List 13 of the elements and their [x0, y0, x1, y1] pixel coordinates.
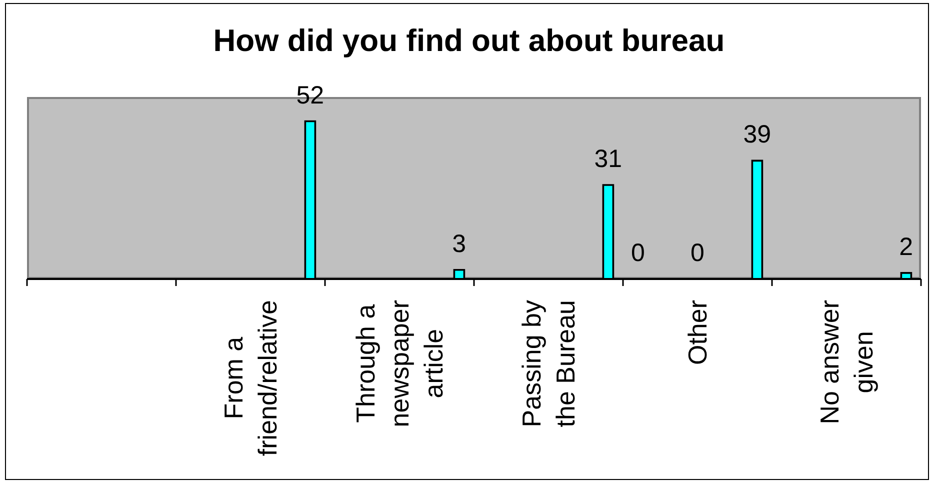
- data-label: 31: [594, 144, 622, 173]
- x-tick-label: Through a newspaper article: [350, 300, 449, 428]
- x-tick-label: From a friend/relative: [218, 300, 283, 456]
- x-tick-label: Passing by the Bureau: [516, 300, 581, 428]
- data-label: 52: [296, 81, 324, 110]
- x-tick-label: No answer given: [814, 300, 879, 424]
- data-label: 0: [690, 239, 704, 267]
- data-label: 3: [452, 230, 466, 258]
- data-label: 0: [630, 239, 645, 267]
- chart-title: How did you find out about bureau: [212, 23, 726, 58]
- data-label: 2: [899, 232, 914, 261]
- data-label: 39: [743, 120, 772, 149]
- x-tick-label: Other: [682, 300, 713, 366]
